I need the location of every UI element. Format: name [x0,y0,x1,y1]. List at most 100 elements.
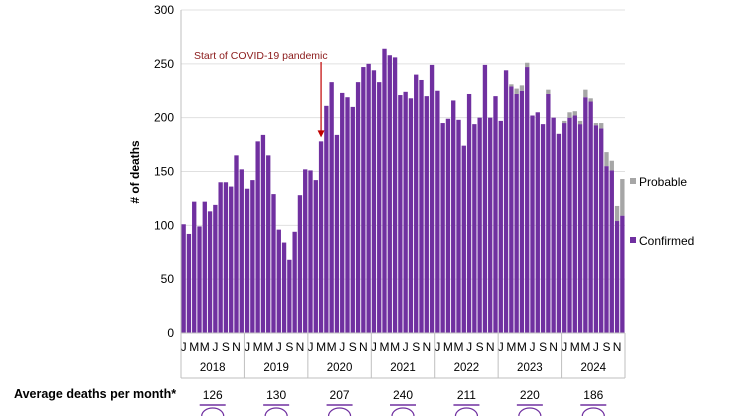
bar-confirmed [229,186,234,333]
month-tick-label: S [349,340,357,354]
average-title: Average deaths per month* [14,387,176,401]
average-circle-icon [518,407,542,416]
bar-confirmed [329,82,334,334]
average-circle-icon [264,407,288,416]
bar-confirmed [181,224,186,333]
bar-confirmed [334,134,340,333]
bar-confirmed [392,57,398,334]
bar-confirmed [577,124,583,333]
month-tick-label: S [285,340,293,354]
month-tick-label: J [434,340,440,354]
bar-confirmed [239,169,244,333]
bar-confirmed [292,231,297,333]
bar-confirmed [318,141,324,333]
legend-label-probable: Probable [639,175,687,189]
bar-confirmed [535,112,540,334]
bar-confirmed [276,229,281,333]
year-label: 2018 [200,362,226,374]
year-labels: 2018 2019 2020 2021 2022 2023 2024 [180,333,626,379]
month-tick-label: S [602,340,610,354]
month-tick-label: M [263,340,273,354]
bar-confirmed [387,55,392,333]
bar-confirmed [202,201,207,333]
average-circle-icon [581,407,605,416]
gridlines [181,9,625,280]
bar-confirmed [207,211,213,333]
bars [181,48,625,334]
bar-confirmed [466,93,472,333]
bar-confirmed [308,170,313,333]
month-tick-label: J [466,340,472,354]
bar-confirmed [303,169,308,333]
bar-confirmed [498,120,503,333]
average-values: 126 130 207 240 211 220 186 [199,388,607,416]
y-tick-label: 100 [154,218,174,232]
y-tick-label: 200 [154,111,174,125]
year-label: 2021 [390,362,416,374]
bar-confirmed [556,133,562,333]
month-tick-label: N [232,340,241,354]
bar-confirmed [593,125,599,333]
bar-confirmed [186,233,192,333]
bar-probable [525,62,530,68]
year-label: 2019 [263,362,289,374]
month-tick-label: J [244,340,250,354]
bar-confirmed [382,48,387,333]
bar-confirmed [234,155,239,333]
month-tick-label: S [412,340,420,354]
month-tick-label: J [593,340,599,354]
bar-probable [577,120,583,125]
month-tick-label: M [327,340,337,354]
month-tick-label: N [486,340,495,354]
bar-confirmed [583,97,588,334]
bar-confirmed [244,188,250,333]
month-tick-label: M [189,340,199,354]
year-label: 2024 [580,362,606,374]
bar-probable [614,205,620,222]
bar-confirmed [377,82,382,334]
bar-probable [514,88,519,94]
bar-confirmed [313,180,318,333]
bar-confirmed [514,93,519,333]
bar-confirmed [271,194,276,333]
y-tick-label: 50 [161,272,175,286]
bar-confirmed [255,141,260,333]
bar-confirmed [503,70,509,333]
month-tick-label: N [296,340,305,354]
bar-probable [604,152,609,167]
month-tick-label: S [222,340,230,354]
bar-probable [588,98,593,102]
bar-confirmed [250,180,255,333]
month-tick-label: J [181,340,187,354]
bar-confirmed [361,67,366,334]
bar-confirmed [398,95,403,333]
average-value: 186 [583,388,603,402]
bar-confirmed [451,100,456,333]
bar-probable [562,120,567,124]
bar-confirmed [266,155,271,333]
year-label: 2023 [517,362,543,374]
bar-confirmed [223,182,229,333]
month-tick-label: S [539,340,547,354]
bar-confirmed [620,215,625,333]
average-value: 130 [266,388,286,402]
month-tick-label: M [517,340,527,354]
year-label: 2020 [327,362,353,374]
bar-probable [620,179,625,216]
month-tick-label: N [422,340,431,354]
bar-confirmed [546,93,551,333]
month-tick-label: M [380,340,390,354]
legend-swatch-confirmed [630,237,636,243]
bar-confirmed [604,166,609,333]
bar-confirmed [429,64,435,333]
month-tick-label: M [200,340,210,354]
average-circle-icon [454,407,479,416]
average-value: 211 [457,388,476,402]
bar-confirmed [366,63,371,333]
bar-confirmed [599,128,604,333]
bar-probable [546,89,551,94]
month-tick-label: J [561,340,567,354]
month-tick-label: M [506,340,516,354]
